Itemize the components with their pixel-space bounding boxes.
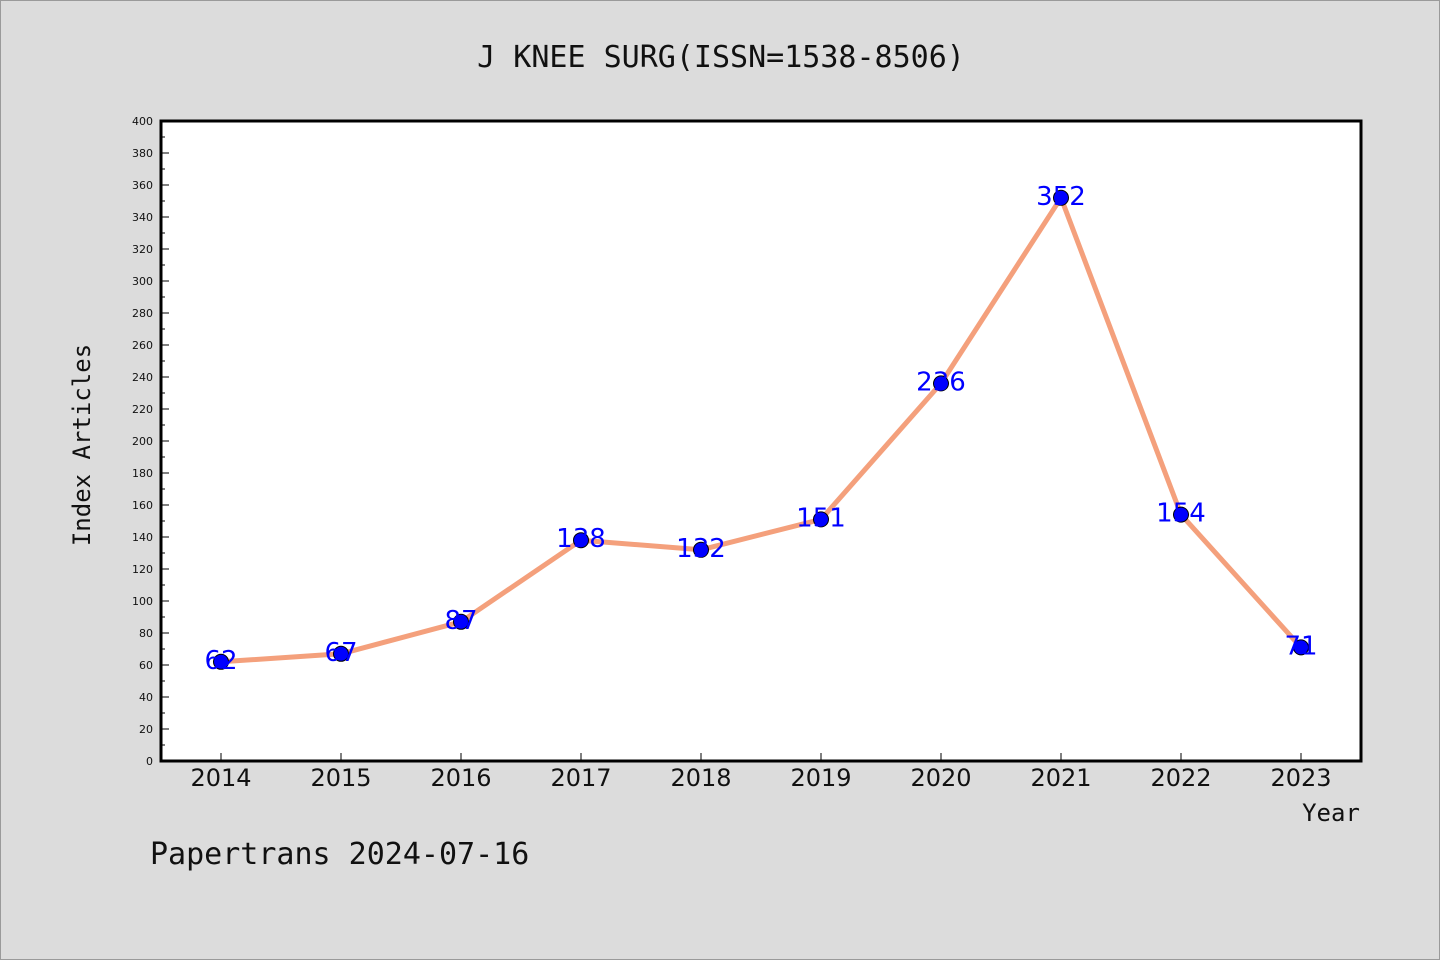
- y-tick-label: 20: [139, 723, 153, 736]
- y-tick-label: 320: [132, 243, 153, 256]
- data-point-marker: [1293, 639, 1309, 656]
- plot-frame: [159, 119, 1363, 763]
- y-tick-label: 80: [139, 627, 153, 640]
- y-tick-label: 340: [132, 211, 153, 224]
- y-tick-label: 240: [132, 371, 153, 384]
- y-axis-label: Index Articles: [68, 344, 96, 546]
- data-point-marker: [1173, 506, 1189, 523]
- footer-date-stamp: Papertrans 2024-07-16: [150, 837, 529, 872]
- data-label: 138: [556, 524, 606, 554]
- x-tick-label: 2014: [190, 764, 251, 792]
- x-tick-label: 2020: [910, 764, 971, 792]
- y-tick-label: 160: [132, 499, 153, 512]
- data-label: 154: [1156, 499, 1206, 529]
- y-tick-label: 200: [132, 435, 153, 448]
- x-tick-label: 2017: [550, 764, 611, 792]
- data-label: 151: [796, 503, 846, 533]
- data-label: 67: [324, 638, 357, 668]
- y-tick-label: 100: [132, 595, 153, 608]
- data-point-marker: [933, 375, 949, 392]
- y-axis: 0 20 40 60 80 100 120 140 160 180 200 220 240 260 280 3…: [132, 115, 169, 768]
- series-layer: [213, 189, 1309, 670]
- data-label: 62: [204, 646, 237, 676]
- chart-title: J KNEE SURG(ISSN=1538-8506): [477, 40, 965, 75]
- plot-area: [161, 121, 1361, 761]
- y-tick-label: 300: [132, 275, 153, 288]
- data-label-layer: 62 67 87 138 132 151 236 352 154 71: [204, 182, 1317, 676]
- x-axis-label: Year: [1302, 799, 1360, 827]
- data-label: 87: [444, 606, 477, 636]
- y-tick-label: 380: [132, 147, 153, 160]
- y-tick-label: 140: [132, 531, 153, 544]
- data-label: 352: [1036, 182, 1086, 212]
- y-tick-label: 40: [139, 691, 153, 704]
- data-label: 132: [676, 534, 726, 564]
- data-point-marker: [1053, 189, 1069, 206]
- y-tick-label: 0: [146, 755, 153, 768]
- x-axis: 2014 2015 2016 2017 2018 2019 2020 2021 2022 2023: [190, 753, 1332, 792]
- y-tick-label: 120: [132, 563, 153, 576]
- y-tick-label: 60: [139, 659, 153, 672]
- data-point-marker: [693, 541, 709, 558]
- x-tick-label: 2022: [1150, 764, 1211, 792]
- x-tick-label: 2021: [1030, 764, 1091, 792]
- data-point-marker: [573, 532, 589, 549]
- data-point-marker: [333, 645, 349, 662]
- y-tick-label: 220: [132, 403, 153, 416]
- series-line: [218, 195, 1304, 665]
- x-tick-label: 2016: [430, 764, 491, 792]
- y-tick-label: 280: [132, 307, 153, 320]
- data-point-marker: [453, 613, 469, 630]
- data-label: 71: [1284, 631, 1317, 661]
- data-point-marker: [813, 511, 829, 528]
- y-tick-label: 260: [132, 339, 153, 352]
- y-tick-label: 360: [132, 179, 153, 192]
- x-tick-label: 2018: [670, 764, 731, 792]
- y-tick-label: 400: [132, 115, 153, 128]
- y-tick-label: 180: [132, 467, 153, 480]
- x-tick-label: 2019: [790, 764, 851, 792]
- data-label: 236: [916, 367, 966, 397]
- x-tick-label: 2015: [310, 764, 371, 792]
- data-point-marker: [213, 653, 229, 670]
- x-tick-label: 2023: [1270, 764, 1331, 792]
